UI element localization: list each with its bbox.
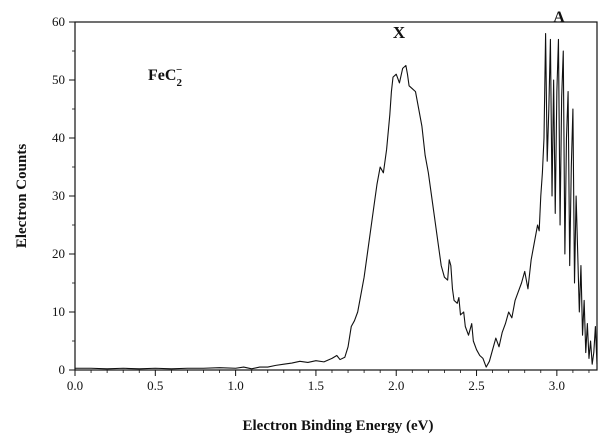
x-tick-label: 1.0	[227, 378, 243, 393]
ticks-layer: 0.0 0.5 1.0 1.5 2.0 2.5 3.0 0 10 20 30 40 50 60	[52, 14, 590, 393]
y-tick-label: 60	[52, 14, 65, 29]
y-axis-title: Electron Counts	[14, 144, 30, 248]
series-layer	[75, 33, 598, 370]
x-tick-label: 0.5	[147, 378, 163, 393]
x-tick-label: 0.0	[67, 378, 83, 393]
x-tick-label: 2.0	[388, 378, 404, 393]
peak-x-label: X	[393, 23, 406, 42]
plot-frame	[74, 21, 598, 371]
species-annotation: FeC2−	[148, 64, 182, 89]
y-tick-label: 0	[59, 362, 66, 377]
x-tick-label: 2.5	[468, 378, 484, 393]
y-tick-label: 40	[52, 130, 65, 145]
spectrum-series-line	[75, 33, 598, 370]
y-tick-label: 50	[52, 72, 65, 87]
y-tick-label: 30	[52, 188, 65, 203]
x-tick-label: 3.0	[549, 378, 565, 393]
peak-a-label: A	[553, 9, 565, 26]
x-tick-label: 1.5	[308, 378, 324, 393]
y-tick-label: 20	[52, 246, 65, 261]
y-tick-label: 10	[52, 304, 65, 319]
x-axis-title: Electron Binding Energy (eV)	[243, 418, 434, 434]
